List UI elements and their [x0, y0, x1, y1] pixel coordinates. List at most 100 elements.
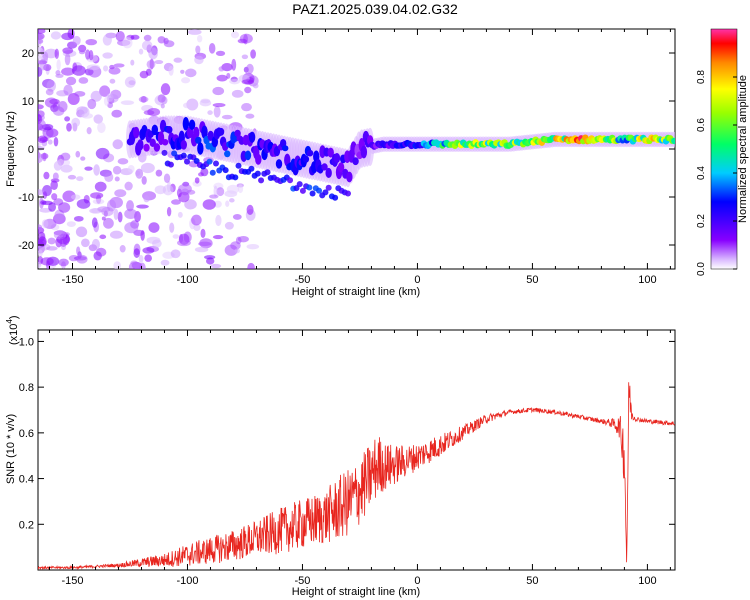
spectrogram-ridge-cell — [195, 136, 202, 144]
spectrogram-blob — [67, 29, 75, 39]
spectrogram-blob — [103, 65, 109, 72]
spectrogram-streak — [287, 177, 294, 184]
spectrogram-blob — [103, 96, 110, 106]
spectrogram-blob — [213, 200, 222, 208]
spectrogram-ridge-cell — [671, 137, 675, 145]
spectrogram-blob — [148, 222, 160, 233]
spectrogram-blob — [202, 199, 216, 210]
spectrogram-blob — [38, 224, 43, 230]
spectrogram-blob — [91, 208, 99, 214]
bottom-y-tick-label: 0.4 — [19, 474, 34, 486]
spectrogram-blob — [143, 34, 152, 42]
spectrogram-blob — [71, 117, 81, 128]
spectrogram-blob — [166, 180, 171, 193]
spectrogram-ridge-cell — [224, 150, 231, 158]
bottom-x-tick-label: -50 — [295, 575, 311, 587]
spectrogram-blob — [38, 46, 43, 52]
spectrogram-blob — [140, 162, 155, 174]
spectrogram-streak — [232, 174, 239, 181]
spectrogram-blob — [146, 59, 156, 69]
spectrogram-blob — [177, 239, 191, 247]
colorbar-tick-label: 0.6 — [696, 118, 707, 132]
spectrogram-blob — [78, 44, 87, 53]
spectrogram-blob — [59, 236, 68, 248]
spectrogram-blob — [252, 83, 259, 89]
top-y-tick-label: -20 — [18, 240, 34, 252]
spectrogram-blob — [246, 63, 254, 74]
spectrogram-blob — [224, 221, 234, 230]
spectrogram-blob — [93, 114, 103, 124]
spectrogram-blob — [112, 165, 122, 175]
top-y-tick-label: 10 — [22, 96, 34, 108]
spectrogram-blob — [231, 89, 244, 98]
spectrogram-blob — [194, 246, 209, 253]
spectrogram-ridge-cell — [284, 153, 291, 167]
spectrogram-blob — [55, 70, 61, 76]
spectrogram-blob — [84, 166, 93, 171]
spectrogram-blob — [94, 181, 107, 192]
spectrogram-blob — [185, 68, 197, 78]
spectrogram-streak — [264, 169, 271, 176]
spectrogram-ridge-cell — [182, 117, 190, 131]
spectrogram-blob — [133, 248, 140, 258]
spectrogram-blob — [46, 80, 57, 92]
bottom-x-tick-label: 50 — [526, 575, 538, 587]
spectrogram-blob — [244, 86, 252, 94]
spectrogram-blob — [54, 209, 65, 222]
spectrogram-ridge-cell — [302, 155, 310, 163]
spectrogram-blob — [63, 84, 73, 96]
spectrogram-ridge-cell — [137, 139, 144, 151]
spectrogram-blob — [160, 103, 165, 109]
spectrogram-blob — [138, 255, 144, 263]
spectrogram-blob — [218, 66, 225, 72]
spectrogram-blob — [95, 147, 110, 160]
bottom-y-tick-label: 0.2 — [19, 519, 34, 531]
spectrogram-blob — [74, 90, 86, 97]
snr-panel: -150 -100 -50 0 50 100 0.2 0.4 0.6 0.8 1.0 Height … — [5, 315, 676, 598]
spectrogram-ridge-cell — [193, 126, 200, 139]
spectrogram-streak — [296, 181, 303, 188]
page-title: PAZ1.2025.039.04.02.G32 — [292, 1, 458, 17]
spectrogram-blob — [160, 259, 170, 266]
spectrogram-blob — [99, 234, 107, 240]
spectrogram-blob — [124, 208, 138, 220]
spectrogram-blob — [81, 112, 94, 119]
spectrogram-blob — [44, 97, 58, 108]
spectrogram-blob — [155, 169, 163, 177]
spectrogram-blob — [102, 34, 112, 46]
spectrogram-blob — [213, 105, 221, 118]
spectrogram-blob — [191, 214, 202, 226]
spectrogram-blob — [234, 248, 240, 254]
spectrogram-blob — [216, 74, 228, 82]
spectrogram-blob — [126, 200, 134, 212]
spectrogram-blob — [229, 78, 241, 85]
spectrogram-blob — [241, 103, 252, 112]
top-y-tick-label: 0 — [28, 144, 34, 156]
spectrogram-blob — [247, 262, 255, 269]
spectrogram-blob — [154, 185, 167, 195]
spectrogram-blob — [198, 172, 204, 177]
spectrogram-blob — [90, 90, 102, 102]
top-x-tick-label: -150 — [61, 274, 83, 286]
spectrogram-blob — [207, 110, 213, 115]
spectrogram-blob — [38, 113, 43, 125]
spectrogram-blob — [154, 60, 164, 65]
spectrogram-blob — [66, 221, 76, 228]
spectrogram-blob — [213, 185, 218, 198]
spectrogram-ridge-cell — [346, 171, 353, 183]
spectrogram-blob — [99, 85, 111, 97]
spectrogram-blob — [97, 206, 111, 213]
spectrogram-blob — [61, 67, 75, 76]
spectrogram-blob — [112, 139, 123, 150]
spectrogram-blob — [62, 190, 76, 203]
spectrogram-blob — [86, 127, 92, 135]
snr-frame — [37, 329, 676, 571]
spectrogram-streak — [254, 170, 261, 177]
spectrogram-blob — [142, 247, 155, 254]
spectrogram-ridge-cell — [132, 126, 140, 139]
spectrogram-blob — [97, 122, 106, 134]
spectrogram-blob — [124, 181, 133, 191]
spectrogram-blob — [235, 236, 242, 245]
spectrogram-blob — [178, 183, 192, 194]
spectrogram-blob — [136, 204, 149, 209]
